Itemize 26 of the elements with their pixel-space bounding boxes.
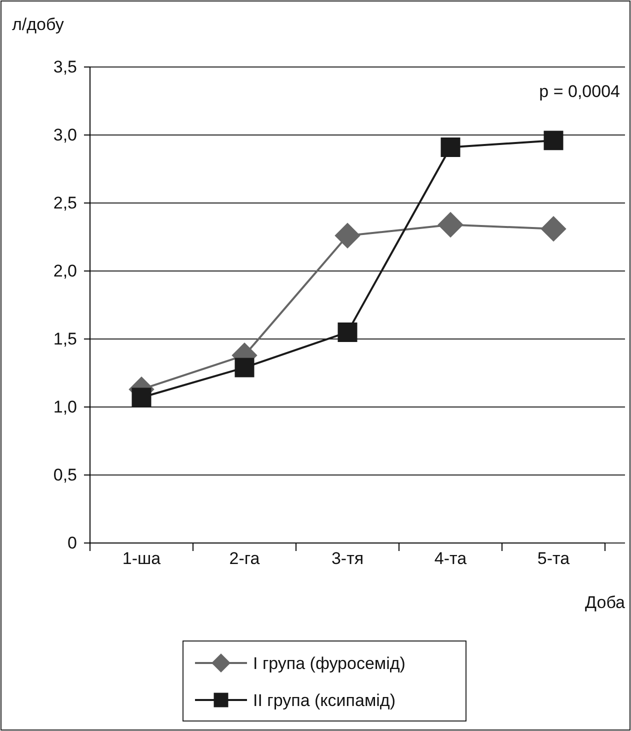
annotation: p = 0,0004 <box>539 82 620 101</box>
x-tick-label: 1-ша <box>122 549 162 568</box>
point <box>544 130 564 150</box>
point <box>234 358 254 378</box>
y-tick-label: 2,0 <box>53 261 77 280</box>
x-axis-title: Доба <box>585 593 626 612</box>
point <box>440 137 460 157</box>
point <box>338 322 358 342</box>
point <box>132 388 152 408</box>
point <box>334 222 360 248</box>
y-tick-label: 3,0 <box>53 125 77 144</box>
point <box>540 216 566 242</box>
legend-label: I група (фуросемід) <box>253 654 406 673</box>
x-tick-label: 4-та <box>434 549 468 568</box>
x-tick-label: 5-та <box>537 549 570 568</box>
y-tick-label: 0,5 <box>53 465 77 484</box>
y-tick-label: 0 <box>68 533 77 552</box>
y-tick-label: 1,5 <box>53 329 77 348</box>
y-tick-label: 2,5 <box>53 193 77 212</box>
y-axis-title: л/добу <box>12 15 64 34</box>
x-tick-label: 3-тя <box>331 549 364 568</box>
y-tick-label: 3,5 <box>53 57 77 76</box>
point <box>438 212 464 238</box>
legend-label: II група (ксипамід) <box>253 691 396 710</box>
x-tick-label: 2-га <box>229 549 260 568</box>
y-tick-label: 1,0 <box>53 397 77 416</box>
